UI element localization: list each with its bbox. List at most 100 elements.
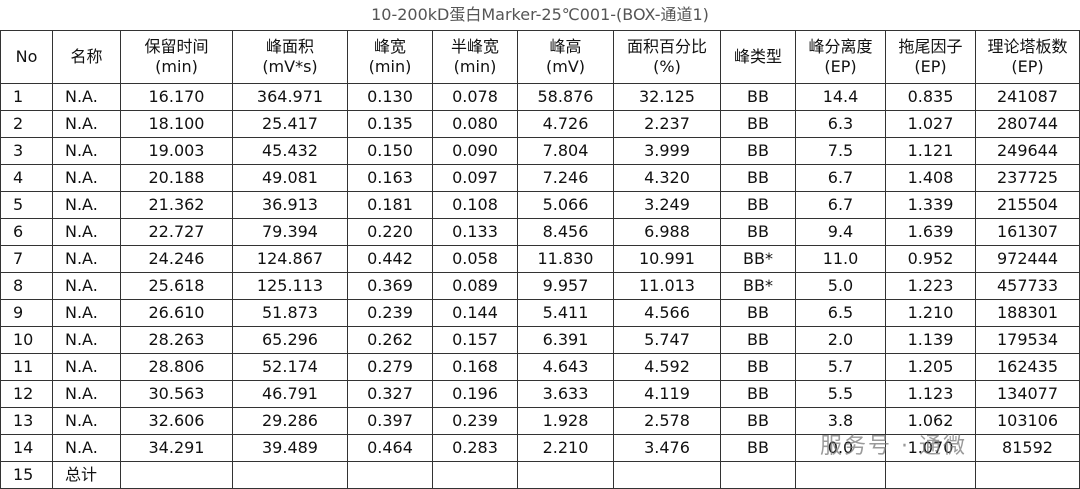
table-cell: N.A.	[52, 245, 121, 273]
table-cell: 162435	[975, 353, 1080, 381]
table-cell: 3.249	[613, 191, 721, 219]
table-cell: 1.121	[885, 137, 976, 165]
table-cell: 0.239	[347, 299, 433, 327]
table-row: 9 N.A. 26.610 51.873 0.239 0.144 5.411 4.566 BB 6…	[0, 299, 1080, 327]
table-cell: 7	[0, 245, 53, 273]
table-cell: 0.196	[432, 380, 518, 408]
table-cell: 28.263	[120, 326, 233, 354]
table-cell: 0.157	[432, 326, 518, 354]
table-cell: 1.928	[517, 407, 614, 435]
table-cell: BB	[720, 434, 796, 462]
table-cell: 0.097	[432, 164, 518, 192]
table-cell: 52.174	[232, 353, 348, 381]
table-cell: 1.639	[885, 218, 976, 246]
table-cell: BB	[720, 407, 796, 435]
table-cell: 39.489	[232, 434, 348, 462]
table-row: 3 N.A. 19.003 45.432 0.150 0.090 7.804 3.999 BB 7…	[0, 137, 1080, 165]
table-cell: 3.8	[795, 407, 886, 435]
table-cell: 0.369	[347, 272, 433, 300]
table-row: 12 N.A. 30.563 46.791 0.327 0.196 3.633 4.119 BB…	[0, 380, 1080, 408]
table-cell: 0.163	[347, 164, 433, 192]
table-cell: 0.108	[432, 191, 518, 219]
table-cell: BB	[720, 191, 796, 219]
results-table: No 名称 保留时间 (min) 峰面积 (mV*s) 峰宽 (min) 半峰宽 (min) 峰高(…	[0, 30, 1080, 489]
table-cell: 10.991	[613, 245, 721, 273]
table-cell: 26.610	[120, 299, 233, 327]
table-cell: 0.442	[347, 245, 433, 273]
header-cell: 峰高 (mV)	[517, 30, 614, 84]
table-cell: 51.873	[232, 299, 348, 327]
table-cell: 1.210	[885, 299, 976, 327]
table-cell: 25.417	[232, 110, 348, 138]
table-body: 1 N.A. 16.170 364.971 0.130 0.078 58.876 32.125…	[0, 83, 1080, 489]
table-cell: 46.791	[232, 380, 348, 408]
table-cell: 32.125	[613, 83, 721, 111]
table-cell: 0.283	[432, 434, 518, 462]
table-cell: BB*	[720, 272, 796, 300]
table-cell: 2	[0, 110, 53, 138]
table-cell: 11.013	[613, 272, 721, 300]
table-cell: 2.0	[795, 326, 886, 354]
table-cell: 0.181	[347, 191, 433, 219]
table-cell: N.A.	[52, 110, 121, 138]
header-text: 半峰宽	[450, 37, 499, 56]
table-cell: 0.090	[432, 137, 518, 165]
table-cell: 34.291	[120, 434, 233, 462]
table-cell: 0.279	[347, 353, 433, 381]
header-text: 峰面积	[265, 37, 314, 56]
table-cell: 2.210	[517, 434, 614, 462]
header-cell: 理论塔板数 (EP)	[975, 30, 1080, 84]
table-row: 11 N.A. 28.806 52.174 0.279 0.168 4.643 4.592 BB…	[0, 353, 1080, 381]
header-text: (EP)	[1011, 57, 1044, 76]
table-cell: 4	[0, 164, 53, 192]
header-text: (min)	[368, 57, 412, 76]
table-cell: 6.7	[795, 164, 886, 192]
table-cell: 3.999	[613, 137, 721, 165]
table-cell: 8.456	[517, 218, 614, 246]
table-cell	[517, 461, 614, 489]
table-cell: 0.150	[347, 137, 433, 165]
header-text: 峰类型	[733, 47, 782, 66]
table-cell: 241087	[975, 83, 1080, 111]
table-cell: 3.476	[613, 434, 721, 462]
table-cell: 6.3	[795, 110, 886, 138]
table-cell: 4.119	[613, 380, 721, 408]
table-row: 13 N.A. 32.606 29.286 0.397 0.239 1.928 2.578 BB…	[0, 407, 1080, 435]
header-cell: 半峰宽 (min)	[432, 30, 518, 84]
table-cell: 65.296	[232, 326, 348, 354]
header-text: (min)	[453, 57, 497, 76]
header-row: No 名称 保留时间 (min) 峰面积 (mV*s) 峰宽 (min) 半峰宽 (min) 峰高(…	[0, 30, 1080, 84]
table-cell: 1.027	[885, 110, 976, 138]
table-cell: 280744	[975, 110, 1080, 138]
table-cell: 18.100	[120, 110, 233, 138]
table-cell: 25.618	[120, 272, 233, 300]
table-row: 10 N.A. 28.263 65.296 0.262 0.157 6.391 5.747 BB…	[0, 326, 1080, 354]
table-cell: 0.464	[347, 434, 433, 462]
table-cell: 0.144	[432, 299, 518, 327]
table-cell: 21.362	[120, 191, 233, 219]
table-cell: 0.058	[432, 245, 518, 273]
table-cell: 11.0	[795, 245, 886, 273]
table-cell: 1.223	[885, 272, 976, 300]
table-cell: 249644	[975, 137, 1080, 165]
table-cell: 49.081	[232, 164, 348, 192]
table-cell: BB	[720, 83, 796, 111]
table-cell: 4.643	[517, 353, 614, 381]
table-row: 15 总计	[0, 461, 1080, 489]
table-cell: 0.133	[432, 218, 518, 246]
table-cell: BB*	[720, 245, 796, 273]
table-cell: 11.830	[517, 245, 614, 273]
table-cell: 16.170	[120, 83, 233, 111]
header-text: No	[15, 47, 38, 66]
table-title: 10-200kD蛋白Marker-25℃001-(BOX-通道1)	[371, 5, 709, 24]
table-cell: 161307	[975, 218, 1080, 246]
table-cell: N.A.	[52, 353, 121, 381]
header-text: (mV*s)	[262, 57, 318, 76]
table-cell: 1.408	[885, 164, 976, 192]
header-text: 面积百分比	[626, 37, 707, 56]
table-cell: 22.727	[120, 218, 233, 246]
header-text: 峰宽	[373, 37, 406, 56]
table-cell: BB	[720, 353, 796, 381]
table-cell: 5.7	[795, 353, 886, 381]
